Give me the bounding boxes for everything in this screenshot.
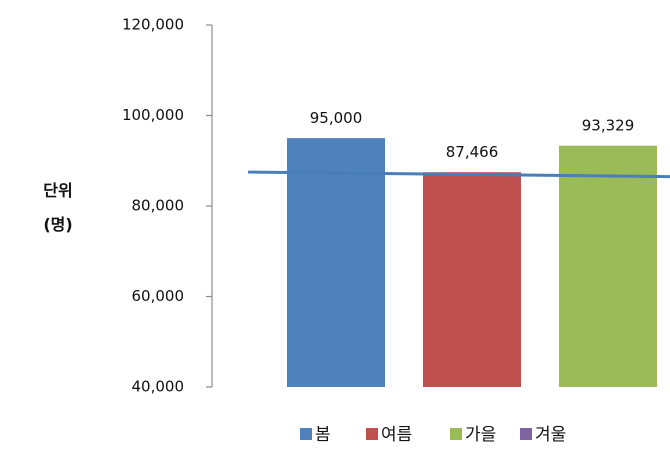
y-tick-label: 100,000 xyxy=(122,106,184,124)
y-tick-label: 80,000 xyxy=(132,197,185,215)
legend: 봄 여름 가을 겨울 xyxy=(300,425,566,445)
data-label-3: 93,329 xyxy=(582,117,635,135)
bar-2 xyxy=(423,172,521,387)
legend-swatch-2 xyxy=(366,428,378,440)
legend-label-1: 봄 xyxy=(315,425,331,445)
y-tick-label: 40,000 xyxy=(132,378,185,396)
y-tick-label: 120,000 xyxy=(122,16,184,34)
y-axis-label-line-1: 단위 xyxy=(43,181,72,200)
data-label-2: 87,466 xyxy=(446,143,499,161)
y-axis xyxy=(206,24,213,388)
legend-label-4: 겨울 xyxy=(535,425,566,445)
bars xyxy=(287,138,657,387)
data-labels: 95,000 87,466 93,329 xyxy=(310,109,635,161)
y-tick-labels: 40,000 60,000 80,000 100,000 120,000 xyxy=(122,16,184,396)
legend-swatch-1 xyxy=(300,428,312,440)
legend-label-3: 가을 xyxy=(465,425,496,445)
y-axis-label-line-2: (명) xyxy=(43,215,72,234)
y-tick-label: 60,000 xyxy=(132,287,185,305)
data-label-1: 95,000 xyxy=(310,109,363,127)
legend-swatch-3 xyxy=(450,428,462,440)
legend-label-2: 여름 xyxy=(381,425,412,445)
legend-swatch-4 xyxy=(520,428,532,440)
y-axis-label: 단위 (명) xyxy=(43,181,72,234)
reference-line xyxy=(247,170,670,179)
bar-3 xyxy=(559,145,657,387)
reference-line-group xyxy=(247,170,670,179)
bar-1 xyxy=(287,138,385,387)
